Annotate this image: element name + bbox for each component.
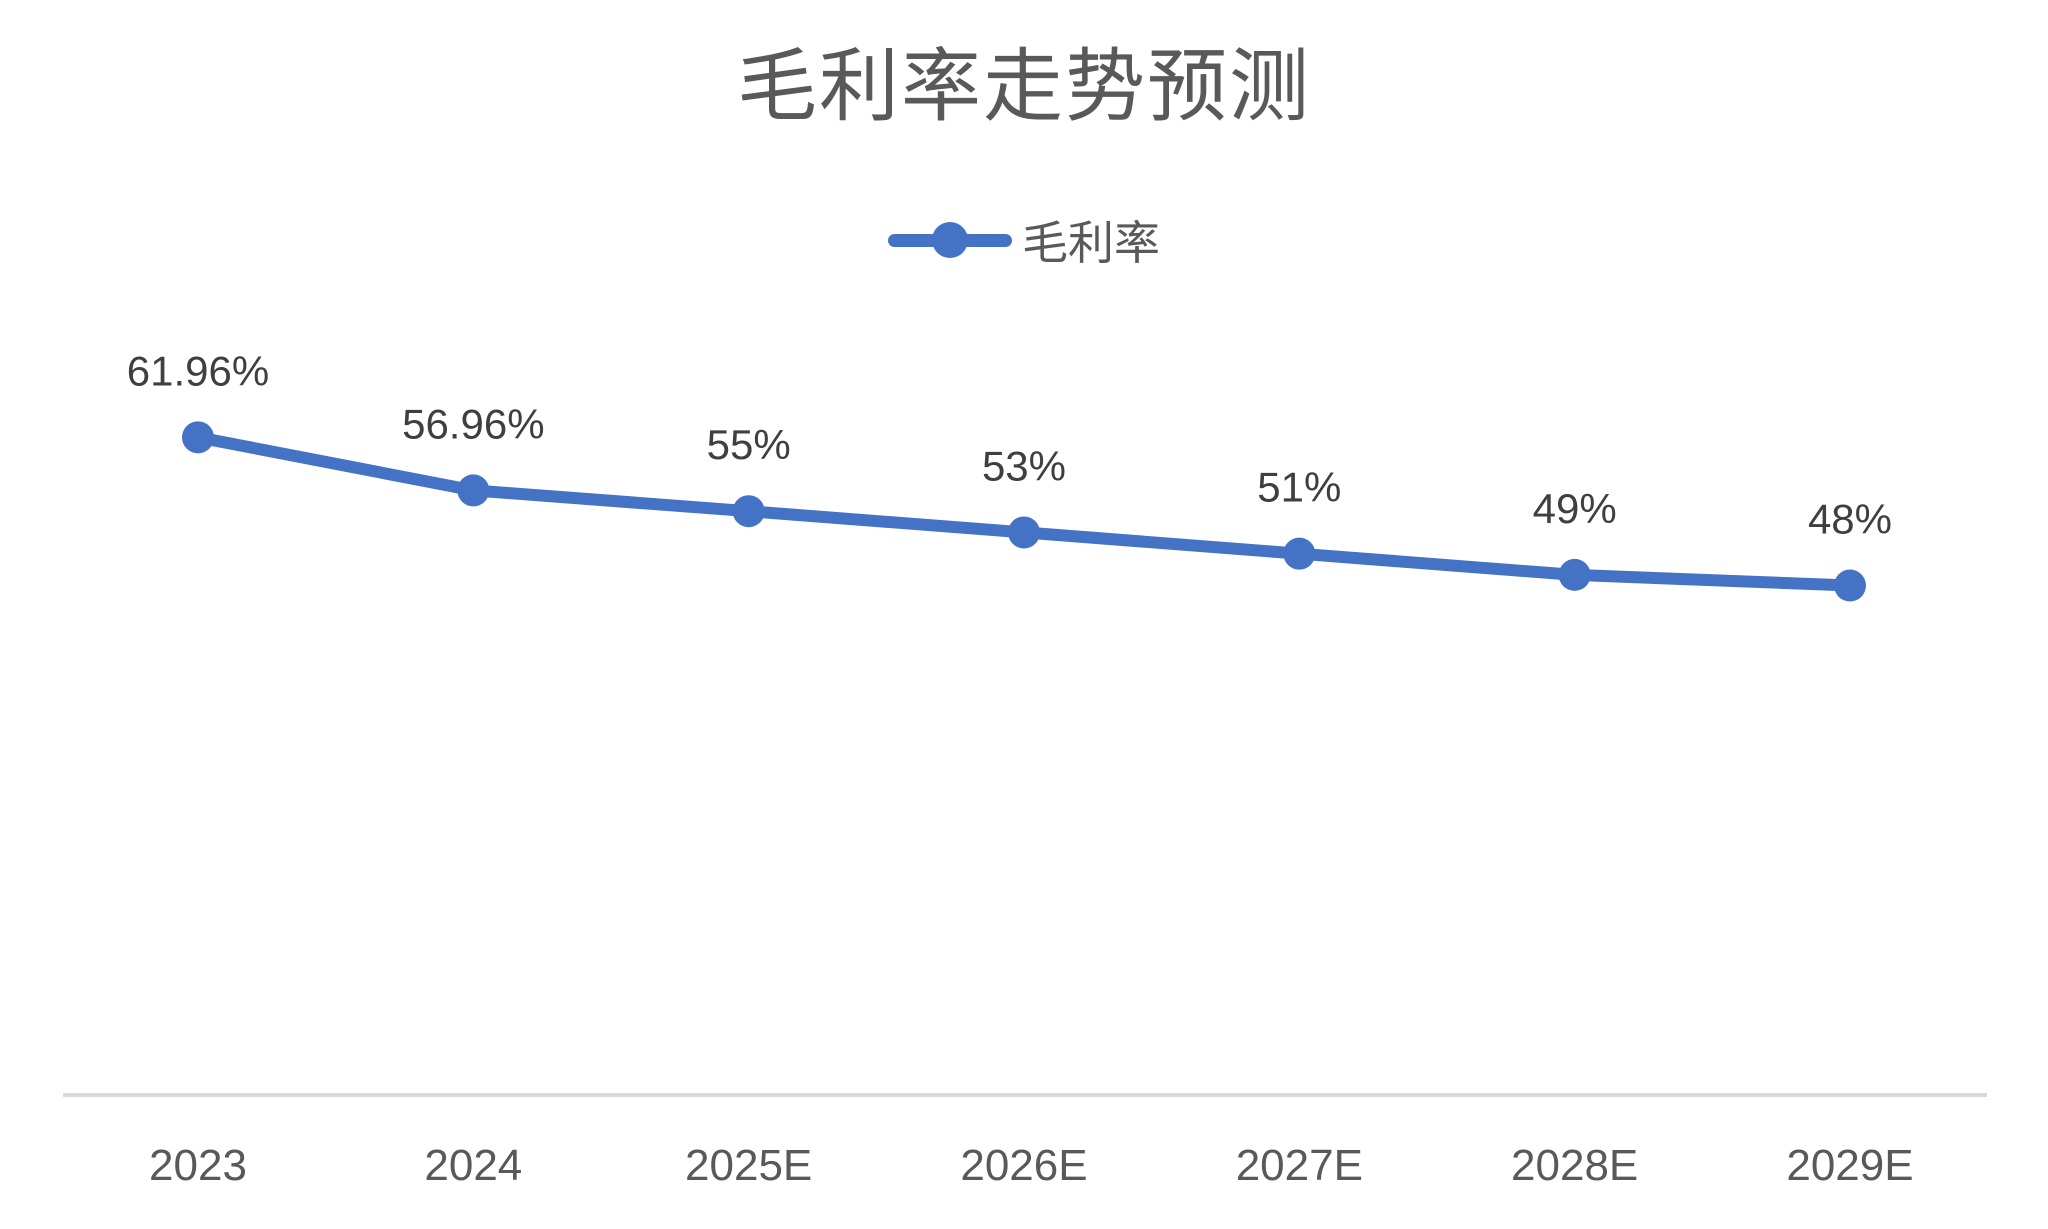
- legend-label: 毛利率: [1022, 217, 1160, 269]
- data-label: 53%: [982, 442, 1066, 489]
- x-axis-tick-label: 2027E: [1236, 1141, 1363, 1190]
- data-label: 61.96%: [127, 347, 269, 394]
- data-label: 56.96%: [402, 400, 544, 447]
- chart-title: 毛利率走势预测: [737, 42, 1311, 131]
- x-axis-tick-label: 2026E: [960, 1141, 1087, 1190]
- x-axis-tick-label: 2025E: [685, 1141, 812, 1190]
- legend: 毛利率: [0, 208, 2048, 272]
- data-label: 49%: [1533, 485, 1617, 532]
- x-axis-tick-label: 2024: [424, 1141, 522, 1190]
- x-axis-tick-label: 2028E: [1511, 1141, 1638, 1190]
- x-axis-tick-label: 2023: [149, 1141, 247, 1190]
- data-point-marker: [182, 421, 214, 454]
- data-label: 51%: [1257, 464, 1341, 511]
- data-point-marker: [1007, 516, 1040, 549]
- data-point-marker: [1558, 558, 1591, 591]
- legend-dot-icon: [932, 222, 968, 258]
- legend-line-marker-icon: [888, 222, 1012, 258]
- data-point-marker: [1283, 537, 1316, 570]
- data-point-marker: [732, 495, 765, 528]
- x-axis-tick-label: 2029E: [1786, 1141, 1913, 1190]
- data-point-marker: [457, 474, 490, 507]
- data-label: 48%: [1808, 496, 1892, 543]
- data-point-marker: [1833, 569, 1866, 602]
- data-label: 55%: [707, 421, 791, 468]
